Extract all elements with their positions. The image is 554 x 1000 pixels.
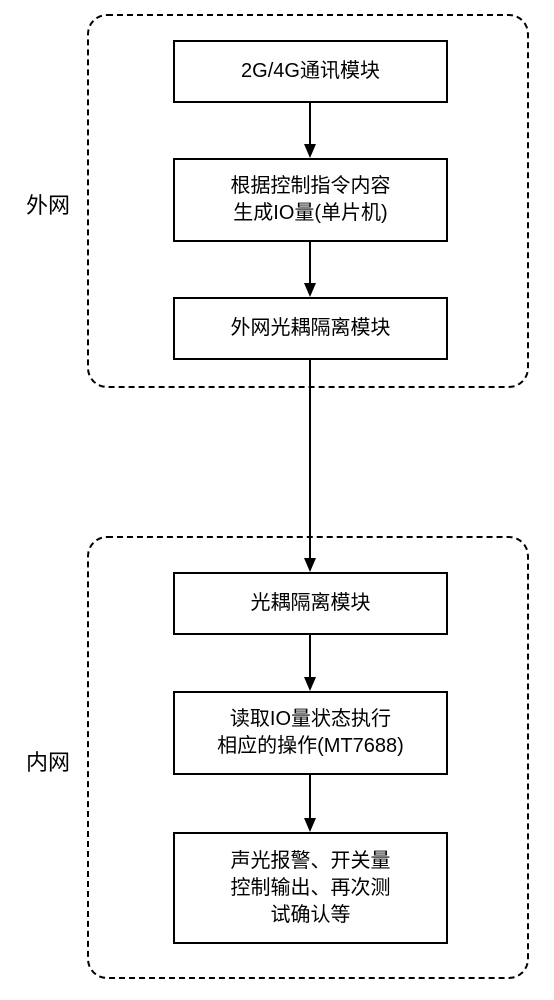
arrows-layer (0, 0, 554, 1000)
